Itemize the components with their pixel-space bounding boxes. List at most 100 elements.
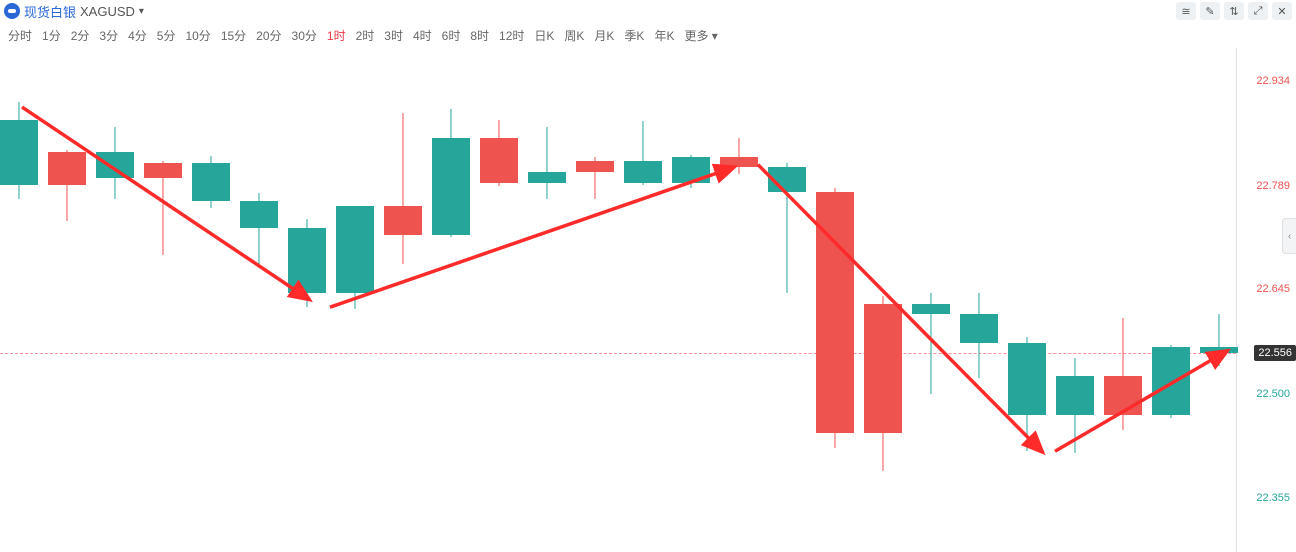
candle-body bbox=[528, 172, 566, 184]
indicators-icon[interactable]: ⇅ bbox=[1224, 2, 1244, 20]
candle-body bbox=[960, 314, 998, 343]
timeframe-option[interactable]: 3分 bbox=[99, 27, 118, 44]
timeframe-option[interactable]: 月K bbox=[594, 27, 614, 44]
candle bbox=[816, 48, 854, 552]
chart-window: 现货白银 XAGUSD ▾ ≅✎⇅⤢✕ 分时 1分 2分 3分 4分 5分 10分 15分 20… bbox=[0, 0, 1296, 552]
timeframe-option[interactable]: 10分 bbox=[185, 27, 210, 44]
close-icon[interactable]: ✕ bbox=[1272, 2, 1292, 20]
candle bbox=[96, 48, 134, 552]
timeframe-option[interactable]: 30分 bbox=[292, 27, 317, 44]
timeframe-option[interactable]: 年K bbox=[654, 27, 674, 44]
candle bbox=[1104, 48, 1142, 552]
candle bbox=[864, 48, 902, 552]
candle bbox=[576, 48, 614, 552]
timeframe-option[interactable]: 8时 bbox=[470, 27, 489, 44]
candle bbox=[48, 48, 86, 552]
timeframe-option[interactable]: 2时 bbox=[356, 27, 375, 44]
candle bbox=[624, 48, 662, 552]
candle bbox=[1056, 48, 1094, 552]
price-axis-label: 22.934 bbox=[1256, 75, 1290, 87]
candle-body bbox=[1008, 343, 1046, 415]
candle bbox=[0, 48, 38, 552]
candle bbox=[912, 48, 950, 552]
candle bbox=[528, 48, 566, 552]
candle-body bbox=[720, 157, 758, 166]
timeframe-option[interactable]: 4时 bbox=[413, 27, 432, 44]
expand-panel-tab[interactable]: ‹ bbox=[1282, 218, 1296, 254]
candle-body bbox=[432, 138, 470, 235]
candle bbox=[720, 48, 758, 552]
timeframe-option[interactable]: 20分 bbox=[256, 27, 281, 44]
candle bbox=[960, 48, 998, 552]
candle-body bbox=[480, 138, 518, 183]
candle-body bbox=[1200, 347, 1238, 353]
timeframe-option[interactable]: 5分 bbox=[157, 27, 176, 44]
candle bbox=[240, 48, 278, 552]
price-axis[interactable]: 22.934 22.789 22.645 22.500 22.355 22.556 bbox=[1236, 48, 1296, 552]
candle-body bbox=[96, 152, 134, 177]
candle bbox=[672, 48, 710, 552]
timeframe-option[interactable]: 15分 bbox=[221, 27, 246, 44]
current-price-line bbox=[0, 353, 1236, 354]
candle bbox=[768, 48, 806, 552]
timeframe-option[interactable]: 3时 bbox=[384, 27, 403, 44]
timeframe-option[interactable]: 分时 bbox=[8, 27, 32, 44]
candle-body bbox=[384, 206, 422, 235]
price-axis-label: 22.789 bbox=[1256, 180, 1290, 192]
candle-body bbox=[1104, 376, 1142, 416]
candle-body bbox=[768, 167, 806, 192]
candle-body bbox=[336, 206, 374, 292]
candle-body bbox=[48, 152, 86, 184]
candle bbox=[480, 48, 518, 552]
candle bbox=[144, 48, 182, 552]
app-logo-icon bbox=[4, 3, 20, 19]
timeframe-option[interactable]: 6时 bbox=[442, 27, 461, 44]
candle bbox=[1200, 48, 1238, 552]
current-price-tag: 22.556 bbox=[1254, 345, 1296, 361]
timeframe-option[interactable]: 4分 bbox=[128, 27, 147, 44]
price-axis-label: 22.645 bbox=[1256, 283, 1290, 295]
price-axis-label: 22.355 bbox=[1256, 492, 1290, 504]
candle-body bbox=[624, 161, 662, 183]
timeframe-bar: 分时 1分 2分 3分 4分 5分 10分 15分 20分 30分 1时 2时 3时 4时 6时 8时 12时日… bbox=[0, 24, 1296, 46]
candle bbox=[288, 48, 326, 552]
candle-body bbox=[576, 161, 614, 172]
candle-wick bbox=[547, 127, 548, 199]
candle-body bbox=[1152, 347, 1190, 415]
timeframe-option[interactable]: 周K bbox=[564, 27, 584, 44]
candle bbox=[1152, 48, 1190, 552]
edit-icon[interactable]: ✎ bbox=[1200, 2, 1220, 20]
candle-wick bbox=[1219, 314, 1220, 366]
candle bbox=[432, 48, 470, 552]
header: 现货白银 XAGUSD ▾ ≅✎⇅⤢✕ bbox=[0, 0, 1296, 22]
timeframe-option[interactable]: 12时 bbox=[499, 27, 524, 44]
candle-body bbox=[288, 228, 326, 293]
candle-body bbox=[240, 201, 278, 228]
candle-wick bbox=[403, 113, 404, 264]
timeframe-option[interactable]: 日K bbox=[534, 27, 554, 44]
candle-body bbox=[816, 192, 854, 433]
instrument-name-cn[interactable]: 现货白银 bbox=[24, 2, 76, 21]
price-axis-label: 22.500 bbox=[1256, 388, 1290, 400]
candle-body bbox=[0, 120, 38, 185]
maximize-icon[interactable]: ⤢ bbox=[1248, 2, 1268, 20]
candle bbox=[336, 48, 374, 552]
candle-body bbox=[864, 304, 902, 434]
candle-body bbox=[912, 304, 950, 315]
candle-wick bbox=[739, 138, 740, 174]
candle-body bbox=[192, 163, 230, 200]
timeframe-option[interactable]: 2分 bbox=[71, 27, 90, 44]
candle bbox=[192, 48, 230, 552]
timeframe-option[interactable]: 季K bbox=[624, 27, 644, 44]
timeframe-option[interactable]: 1时 bbox=[327, 27, 346, 44]
timeframe-option[interactable]: 1分 bbox=[42, 27, 61, 44]
instrument-symbol[interactable]: XAGUSD bbox=[80, 4, 135, 19]
candlestick-chart[interactable] bbox=[0, 48, 1236, 552]
candle bbox=[384, 48, 422, 552]
chart-style-icon[interactable]: ≅ bbox=[1176, 2, 1196, 20]
candle-body bbox=[144, 163, 182, 177]
header-toolbar: ≅✎⇅⤢✕ bbox=[1176, 2, 1292, 20]
timeframe-more[interactable]: 更多 ▾ bbox=[684, 27, 717, 44]
instrument-dropdown-icon[interactable]: ▾ bbox=[139, 6, 144, 17]
candle bbox=[1008, 48, 1046, 552]
